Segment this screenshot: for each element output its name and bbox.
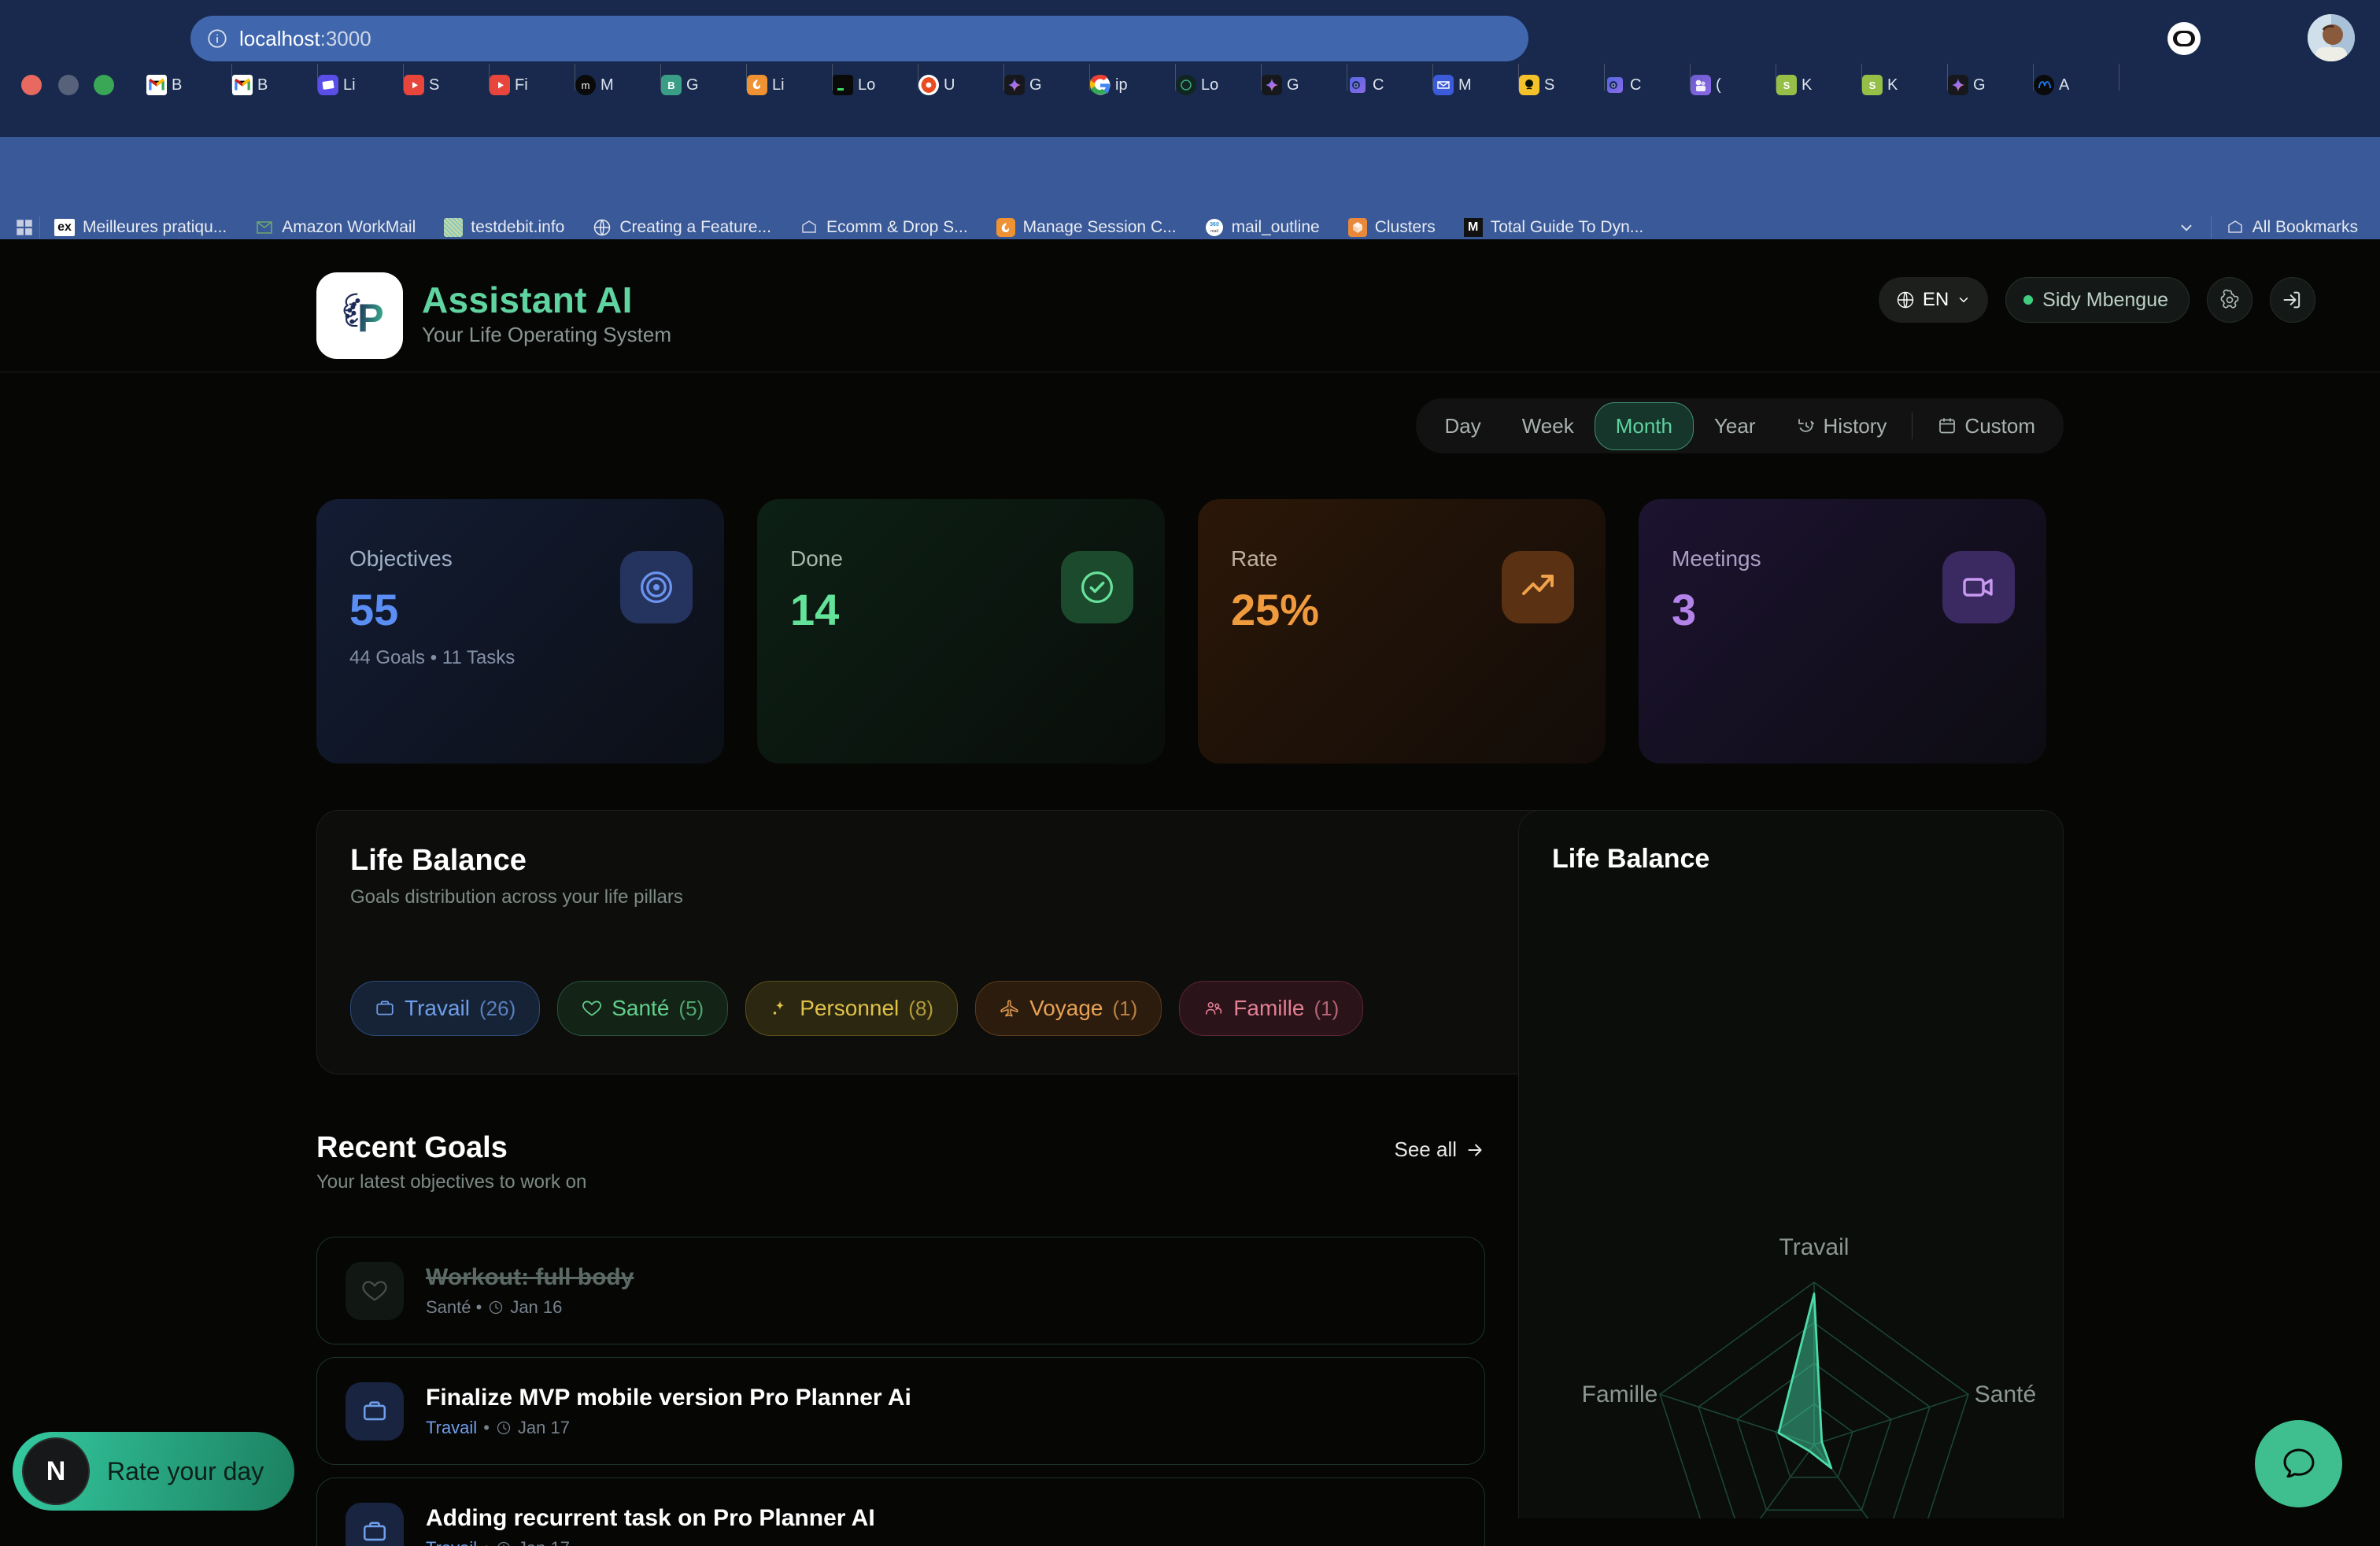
svg-text:Travail: Travail: [1779, 1234, 1850, 1260]
svg-text:O: O: [1611, 83, 1616, 89]
svg-text:B: B: [667, 80, 674, 91]
svg-text:S: S: [1869, 80, 1876, 91]
svg-text:S: S: [1783, 80, 1791, 91]
svg-text:360: 360: [1210, 222, 1219, 227]
svg-text:mail: mail: [1210, 229, 1218, 234]
svg-text:Famille: Famille: [1582, 1381, 1658, 1407]
svg-text:P: P: [357, 295, 384, 340]
svg-text:O: O: [1354, 83, 1358, 89]
svg-text:Santé: Santé: [1975, 1381, 2036, 1407]
svg-text:m: m: [582, 80, 590, 91]
